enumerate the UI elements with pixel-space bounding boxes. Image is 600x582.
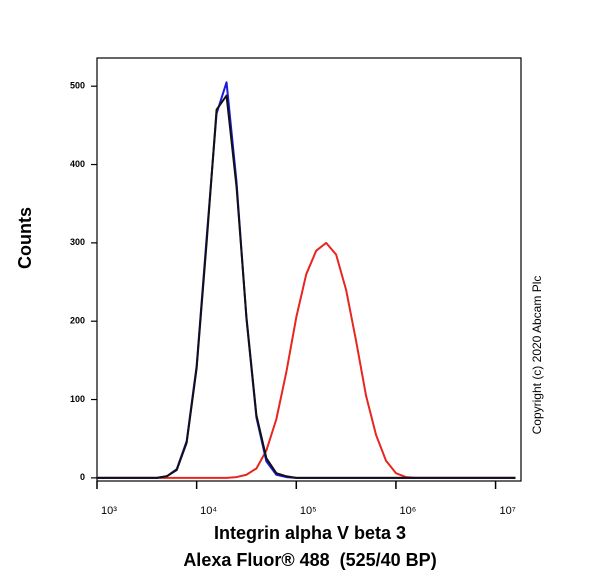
plot-frame [96, 57, 522, 482]
y-tick-label: 300 [70, 237, 85, 247]
x-axis-label: Alexa Fluor® 488 (525/40 BP) [183, 550, 436, 570]
series-line [97, 241, 516, 479]
series-line [97, 94, 516, 479]
y-tick-label: 400 [70, 159, 85, 169]
y-tick-label: 200 [70, 316, 85, 326]
series-line [97, 81, 516, 479]
y-tick-label: 0 [80, 472, 85, 482]
copyright: Copyright (c) 2020 Abcam Plc [530, 276, 544, 435]
x-tick-label: 10³ [101, 505, 117, 517]
x-tick-label: 10⁵ [300, 505, 317, 517]
y-axis-label: Counts [15, 207, 35, 269]
y-tick-label: 100 [70, 394, 85, 404]
x-tick-label: 10⁴ [200, 505, 217, 517]
y-tick-label: 500 [70, 81, 85, 91]
x-tick-label: 10⁶ [400, 505, 417, 517]
x-tick-label: 10⁷ [499, 505, 515, 517]
x-axis-label: Integrin alpha V beta 3 [214, 523, 406, 543]
